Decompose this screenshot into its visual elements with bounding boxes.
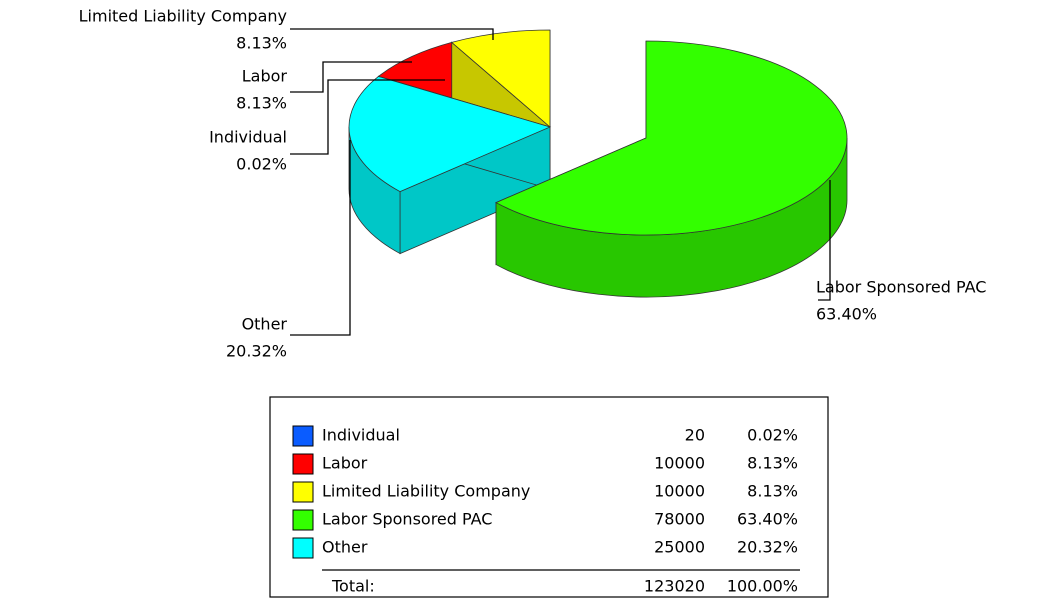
legend-swatch [292,537,314,559]
slice-label-percent: 63.40% [816,305,877,324]
legend-name: Labor [322,454,368,473]
legend-name: Individual [322,426,400,445]
leader-line [290,79,445,155]
total-percent: 100.00% [727,577,798,596]
total-value: 123020 [644,577,705,596]
legend-percent: 8.13% [747,482,798,501]
legend-percent: 8.13% [747,454,798,473]
leader-lines [290,28,831,336]
pie [348,29,848,298]
legend-percent: 20.32% [737,538,798,557]
slice-label-name: Individual [209,128,287,147]
total-label: Total: [331,577,375,596]
legend-percent: 63.40% [737,510,798,529]
legend-name: Limited Liability Company [322,482,530,501]
legend-value: 78000 [654,510,705,529]
legend-swatch [292,481,314,503]
legend-value: 25000 [654,538,705,557]
slice-top [348,75,552,193]
leader-line [290,140,351,336]
slice-label-name: Limited Liability Company [79,7,287,26]
slice-top [450,29,551,128]
legend-value: 10000 [654,482,705,501]
legend-swatch [292,509,314,531]
slice [348,75,552,255]
slice-label-name: Labor [242,67,288,86]
legend-box [269,396,829,598]
legend-percent: 0.02% [747,426,798,445]
legend-swatch [292,425,314,447]
legend-name: Other [322,538,368,557]
leader-line [290,61,412,93]
slice-label-percent: 8.13% [236,34,287,53]
slice-label-percent: 0.02% [236,155,287,174]
legend-value: 10000 [654,454,705,473]
slice-label-name: Labor Sponsored PAC [816,278,986,297]
slice-label-name: Other [242,315,288,334]
leader-line [290,28,494,40]
slice-labels: Individual 0.02% Labor 8.13% Limited Liabili… [79,7,987,361]
legend: Individual 20 0.02% Labor 10000 8.13% Limited … [292,425,798,559]
legend-name: Labor Sponsored PAC [322,510,492,529]
legend-swatch [292,453,314,475]
slice-top [495,40,848,236]
legend-value: 20 [685,426,705,445]
slice [495,40,848,298]
slice-label-percent: 8.13% [236,94,287,113]
slice-label-percent: 20.32% [226,342,287,361]
leader-line [818,180,831,301]
